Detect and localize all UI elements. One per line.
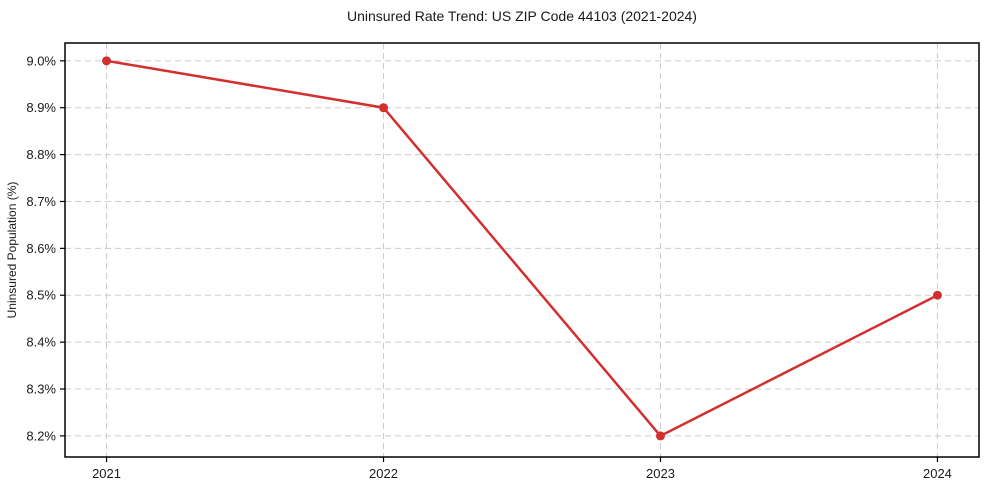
- x-tick-label: 2022: [369, 466, 398, 481]
- y-tick-label: 8.6%: [26, 241, 56, 256]
- data-point-marker: [379, 103, 389, 113]
- data-point-marker: [932, 290, 942, 300]
- chart-title: Uninsured Rate Trend: US ZIP Code 44103 …: [347, 8, 697, 24]
- y-tick-label: 9.0%: [26, 53, 56, 68]
- plot-border: [64, 42, 980, 458]
- y-tick-label: 8.9%: [26, 100, 56, 115]
- x-tick-label: 2024: [923, 466, 952, 481]
- y-tick-label: 8.2%: [26, 428, 56, 443]
- data-point-marker: [102, 56, 112, 66]
- x-tick-label: 2021: [92, 466, 121, 481]
- y-tick-label: 8.5%: [26, 288, 56, 303]
- data-point-marker: [655, 431, 665, 441]
- y-tick-label: 8.4%: [26, 335, 56, 350]
- x-tick-label: 2023: [646, 466, 675, 481]
- y-tick-label: 8.7%: [26, 194, 56, 209]
- data-line: [105, 59, 939, 438]
- y-tick-label: 8.3%: [26, 382, 56, 397]
- y-tick-label: 8.8%: [26, 147, 56, 162]
